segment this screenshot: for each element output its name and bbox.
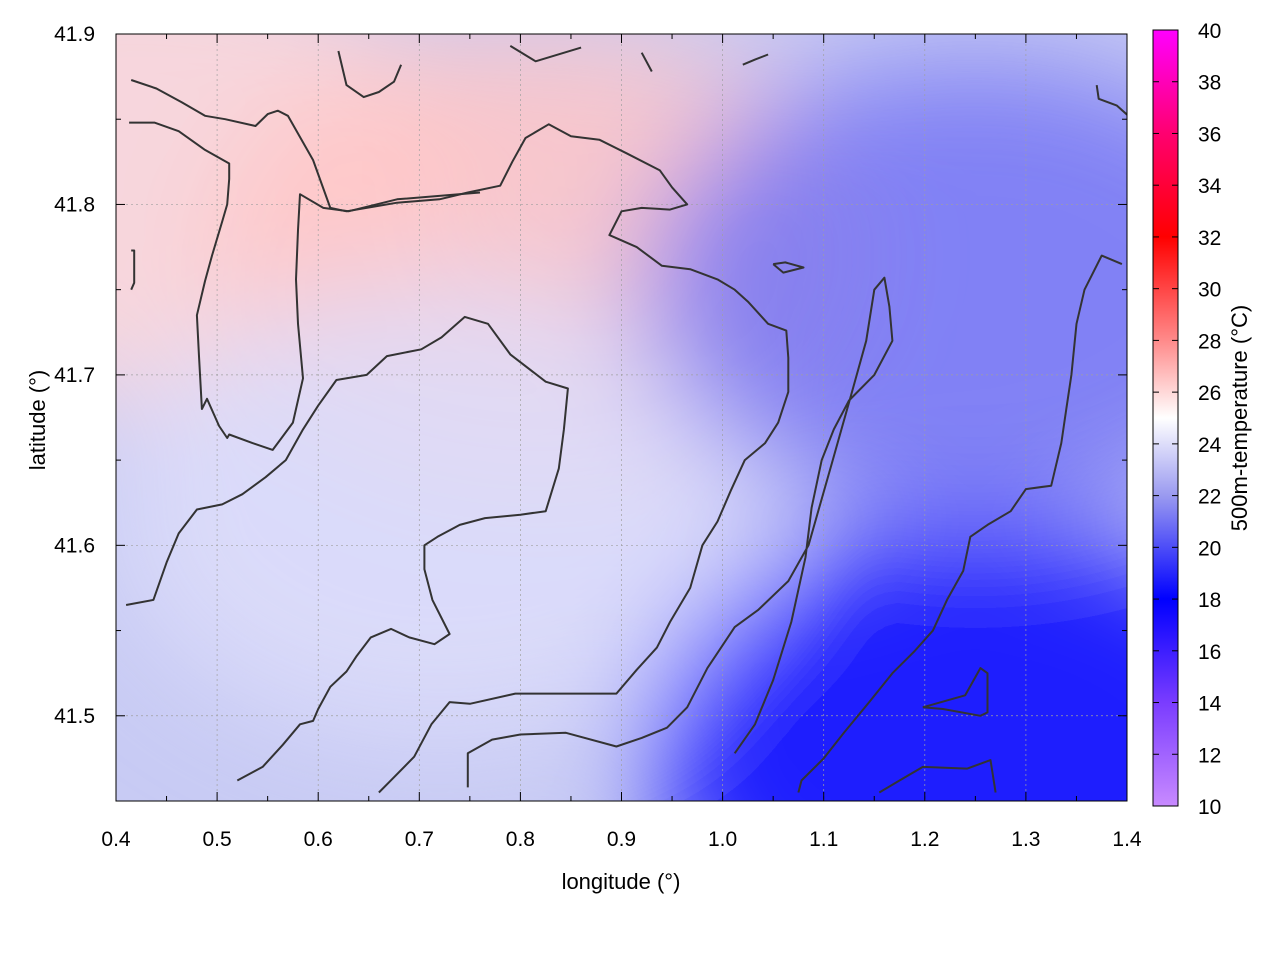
colorbar-tick-label: 34 — [1198, 175, 1222, 198]
x-tick-label: 1.3 — [1011, 828, 1040, 851]
x-tick-label: 0.4 — [101, 828, 131, 851]
colorbar-tick-label: 22 — [1198, 486, 1221, 509]
colorbar-tick-label: 30 — [1198, 279, 1221, 302]
contour-line — [742, 53, 769, 66]
contour-lines — [125, 45, 1127, 794]
contour-line — [466, 276, 894, 788]
y-tick-label: 41.7 — [54, 364, 95, 387]
contour-line — [125, 315, 569, 782]
x-tick-label: 0.7 — [405, 828, 434, 851]
contour-line — [130, 249, 136, 291]
axis-ticks: 0.4 0.5 0.6 0.7 0.8 0.9 1.0 1.1 1.2 1.3 1.4 41.5 41.… — [54, 23, 1142, 851]
x-axis-title: longitude (°) — [562, 869, 681, 894]
contour-line — [1095, 84, 1127, 116]
x-tick-label: 1.1 — [809, 828, 838, 851]
contour-line — [922, 667, 989, 717]
y-tick-label: 41.9 — [54, 23, 95, 46]
x-tick-label: 0.6 — [304, 828, 333, 851]
contour-line — [337, 50, 403, 99]
y-tick-label: 41.6 — [54, 534, 95, 557]
colorbar-tick-label: 38 — [1198, 72, 1221, 95]
colorbar-tick-label: 12 — [1198, 744, 1221, 767]
x-tick-label: 0.5 — [202, 828, 231, 851]
x-tick-label: 0.9 — [607, 828, 636, 851]
colorbar-tick-label: 26 — [1198, 382, 1221, 405]
colorbar-tick-label: 36 — [1198, 123, 1221, 146]
x-tick-label: 1.2 — [910, 828, 939, 851]
colorbar: 10 12 14 16 18 20 22 24 26 28 30 32 34 36 38 40 — [1152, 20, 1222, 819]
y-tick-label: 41.8 — [54, 193, 95, 216]
field-region-cold-southeast — [645, 519, 1127, 801]
colorbar-tick-label: 10 — [1198, 796, 1221, 819]
colorbar-tick-label: 32 — [1198, 227, 1221, 250]
colorbar-ticks: 10 12 14 16 18 20 22 24 26 28 30 32 34 36 38 40 — [1153, 20, 1222, 819]
contour-line — [797, 254, 1123, 793]
colorbar-tick-label: 18 — [1198, 589, 1221, 612]
colorbar-tick-label: 16 — [1198, 641, 1221, 664]
contour-line — [129, 121, 481, 451]
colorbar-title: 500m-temperature (°C) — [1227, 305, 1252, 531]
contour-line — [509, 45, 582, 63]
contour-line — [878, 759, 997, 794]
colorbar-tick-label: 24 — [1198, 434, 1222, 457]
colorbar-tick-label: 14 — [1198, 693, 1222, 716]
colorbar-tick-label: 20 — [1198, 537, 1221, 560]
colorbar-tick-label: 40 — [1198, 20, 1221, 43]
x-tick-label: 1.4 — [1112, 828, 1142, 851]
field-region-cool-east — [645, 59, 1127, 520]
contour-line — [772, 261, 805, 274]
colorbar-bar — [1152, 29, 1179, 807]
field-region-mild-center — [116, 281, 770, 742]
x-tick-label: 0.8 — [506, 828, 535, 851]
colorbar-tick-label: 28 — [1198, 330, 1221, 353]
x-tick-label: 1.0 — [708, 828, 737, 851]
y-axis-title: latitude (°) — [25, 370, 50, 471]
y-tick-label: 41.5 — [54, 705, 95, 728]
contour-line — [640, 52, 653, 72]
contour-line — [130, 79, 790, 794]
